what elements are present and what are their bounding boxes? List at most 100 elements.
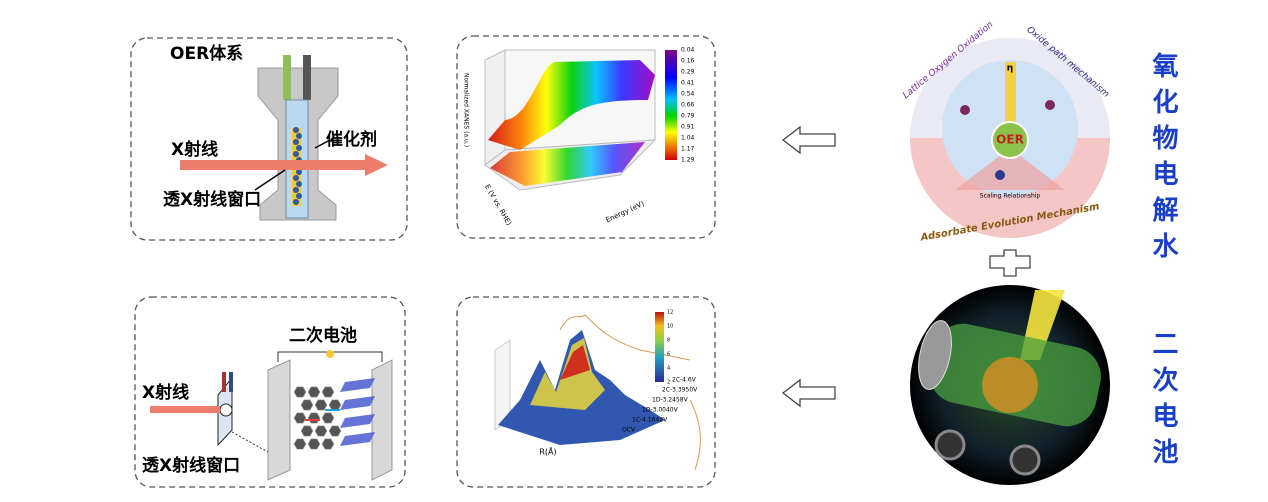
pointer	[314, 139, 331, 149]
label: X射线	[171, 139, 218, 160]
hex	[307, 438, 321, 450]
catalyst-beads	[293, 127, 302, 205]
axis-label: E (V vs. RHE)	[483, 183, 513, 227]
bead	[293, 127, 299, 133]
colorbar-label: 0.66	[681, 102, 695, 109]
axis-label: Normalized XANES (a.u.)	[463, 73, 470, 147]
hex	[300, 425, 314, 437]
curve-label: 2C-4.6V	[672, 377, 697, 384]
lead	[229, 372, 233, 392]
hex	[300, 399, 314, 411]
hex	[293, 386, 307, 398]
taiji	[982, 357, 1038, 413]
bead	[296, 169, 302, 175]
curve-label: 1C-4.1642V	[632, 417, 668, 424]
plus	[989, 249, 1031, 277]
colorbar-label: 0.41	[681, 80, 695, 87]
panel-title: 二次电池	[289, 325, 357, 346]
bead	[293, 187, 299, 193]
surface-top	[560, 345, 590, 380]
label: 透X射线窗口	[163, 189, 261, 210]
surface-projection	[490, 142, 645, 186]
colorbar-label: 0.29	[681, 69, 695, 76]
panel	[130, 37, 408, 241]
hex	[321, 438, 335, 450]
curve-label: OCV	[622, 427, 636, 434]
bead	[293, 199, 299, 205]
electrode-plate	[267, 359, 291, 481]
arrow	[781, 125, 836, 155]
colorbar-label: 10	[667, 324, 673, 330]
hex	[328, 399, 342, 411]
zoom-line	[231, 431, 269, 453]
oer-badge	[991, 121, 1029, 159]
label: 透X射线窗口	[142, 455, 240, 476]
eta-bar	[1005, 62, 1016, 132]
curve-label: 1D-3.2458V	[652, 397, 689, 404]
colorbar-label: 6	[667, 352, 670, 358]
wheel	[1009, 444, 1041, 476]
curve-label: 1D-3.0040V	[642, 407, 679, 414]
side-label: 氧化物电解水	[1148, 52, 1178, 268]
bead	[296, 145, 302, 151]
colorbar-label: 1.29	[681, 157, 695, 164]
bead	[293, 151, 299, 157]
axis-wall	[484, 49, 506, 166]
layer	[340, 396, 375, 410]
colorbar-labels: 0.04 0.16 0.29 0.41 0.54 0.66 0.79 0.91 1.04 1.17…	[681, 47, 695, 164]
scaling-triangle	[955, 148, 1065, 190]
bead	[296, 193, 302, 199]
hex	[328, 425, 342, 437]
ref-curve	[559, 314, 691, 361]
xray-arrowhead	[365, 154, 388, 176]
curve-labels: 2C-4.6V 2C-3.3950V 1D-3.2458V 1D-3.0040V 1C-…	[622, 377, 698, 434]
electrode	[303, 55, 311, 100]
lead	[222, 372, 226, 392]
electrode-plate	[371, 359, 393, 481]
cathode-layers	[305, 378, 375, 446]
colorbar-label: 1.17	[681, 146, 695, 153]
bulb	[326, 350, 334, 358]
colorbar-label: 0.04	[681, 47, 695, 54]
pointer	[254, 169, 286, 191]
label: 催化剂	[326, 129, 377, 150]
axis-label: Energy (eV)	[605, 200, 646, 225]
label: X射线	[142, 382, 189, 403]
xray-beam	[150, 406, 220, 413]
surface	[488, 60, 655, 150]
scaling-label: Scaling Relationship	[980, 193, 1041, 200]
colorbar	[655, 312, 664, 382]
atom	[995, 170, 1005, 180]
colorbar-labels: 12 10 8 6 4 2	[667, 310, 673, 386]
atom	[1045, 100, 1055, 110]
colorbar-label: 0.79	[681, 113, 695, 120]
colorbar-label: 2	[667, 380, 670, 386]
colorbar-label: 12	[667, 310, 673, 316]
layer	[340, 378, 375, 392]
bead	[296, 133, 302, 139]
colorbar-label: 0.91	[681, 124, 695, 131]
graphite	[293, 386, 342, 450]
panel	[456, 35, 716, 239]
panel	[134, 296, 406, 488]
layer	[340, 414, 375, 428]
colorbar-label: 4	[667, 366, 670, 372]
ref-curve	[689, 399, 701, 471]
center-label: OER	[996, 133, 1024, 147]
colorbar	[665, 50, 677, 160]
bead	[296, 181, 302, 187]
hex	[293, 438, 307, 450]
panel-title: OER体系	[170, 43, 243, 64]
arrow	[781, 378, 836, 408]
cap	[918, 320, 952, 390]
bead	[293, 139, 299, 145]
hex	[321, 386, 335, 398]
electrode	[283, 55, 291, 100]
layer	[340, 432, 375, 446]
colorbar-label: 0.16	[681, 58, 695, 65]
xray-beam	[180, 160, 365, 170]
axis-label: R(Å)	[539, 446, 556, 457]
side-label: 二次电池	[1148, 330, 1178, 474]
hex	[314, 425, 328, 437]
